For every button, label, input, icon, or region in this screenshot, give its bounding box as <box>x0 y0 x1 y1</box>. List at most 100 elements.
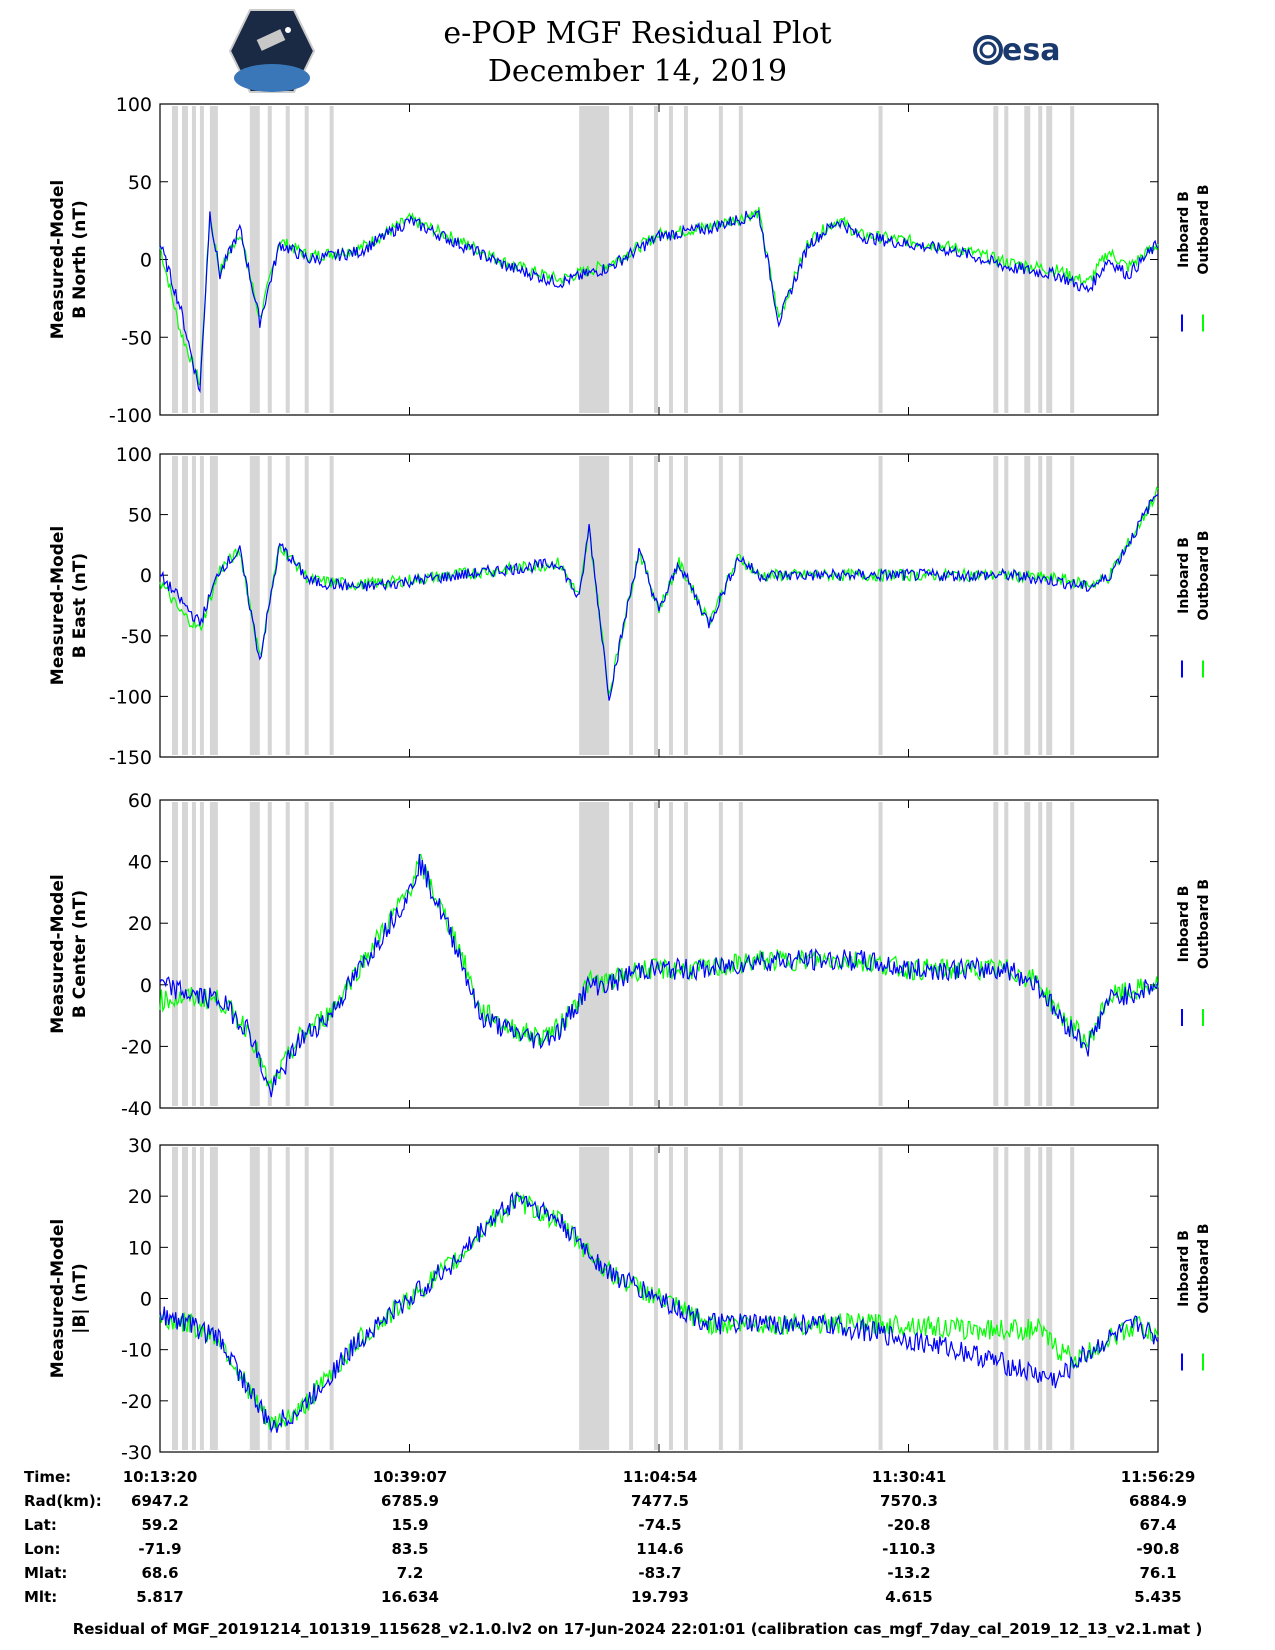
info-row-value: -20.8 <box>887 1516 931 1534</box>
y-axis-label: B East (nT) <box>70 553 90 658</box>
y-tick-label: 20 <box>128 1186 152 1208</box>
esa-logo-text: esa <box>1002 33 1060 68</box>
data-gap-band <box>1046 106 1053 413</box>
data-gap-band <box>1024 456 1031 755</box>
y-tick-label: 100 <box>116 444 152 466</box>
info-row-value: 5.817 <box>136 1588 184 1606</box>
data-gap-band <box>191 456 196 755</box>
data-gap-band <box>1046 456 1053 755</box>
data-gap-band <box>1070 106 1075 413</box>
orbit-info-table: Time: 10:13:20 10:39:07 11:04:54 11:30:41 11:… <box>0 1468 1275 1618</box>
data-gap-band <box>199 802 204 1106</box>
info-row-value: 11:56:29 <box>1120 1468 1196 1486</box>
data-gap-band <box>285 106 290 413</box>
data-gap-band <box>1004 456 1009 755</box>
data-gap-band <box>878 1147 883 1450</box>
data-gap-band <box>199 106 204 413</box>
legend-outboard-label: Outboard B <box>1196 879 1212 969</box>
data-gap-band <box>249 456 260 755</box>
data-gap-band <box>1038 1147 1043 1450</box>
data-gap-band <box>199 1147 204 1450</box>
data-gap-band <box>191 1147 196 1450</box>
data-gap-band <box>993 802 999 1106</box>
info-row-value: 5.435 <box>1134 1588 1182 1606</box>
data-gap-band <box>1070 456 1075 755</box>
data-gap-band <box>329 106 334 413</box>
series-outboard-line <box>159 1191 1159 1430</box>
y-tick-label: -20 <box>121 1036 152 1058</box>
data-gap-band <box>579 106 610 413</box>
data-gap-band <box>738 456 743 755</box>
y-tick-label: 30 <box>128 1135 152 1157</box>
y-axis-label: Measured-Model <box>48 1219 68 1378</box>
info-row-label: Lon: <box>24 1540 61 1558</box>
data-gap-band <box>1004 1147 1009 1450</box>
y-tick-label: -100 <box>109 686 152 708</box>
data-gap-band <box>738 106 743 413</box>
data-gap-band <box>304 1147 309 1450</box>
data-gap-band <box>579 1147 610 1450</box>
data-gap-band <box>304 456 309 755</box>
data-gap-band <box>629 802 634 1106</box>
data-gap-band <box>285 1147 290 1450</box>
legend-inboard-label: Inboard B <box>1176 1230 1192 1307</box>
data-gap-band <box>993 456 999 755</box>
data-gap-band <box>629 1147 634 1450</box>
info-row-value: 11:30:41 <box>871 1468 947 1486</box>
data-gap-band <box>668 106 673 413</box>
data-gap-band <box>654 802 659 1106</box>
data-gap-band <box>249 1147 260 1450</box>
y-axis-label: B North (nT) <box>70 200 90 319</box>
info-row-value: 10:13:20 <box>122 1468 198 1486</box>
data-gap-band <box>738 1147 743 1450</box>
data-gap-band <box>1038 106 1043 413</box>
y-tick-label: -100 <box>109 405 152 427</box>
data-gap-band <box>654 456 659 755</box>
data-gap-band <box>171 1147 178 1450</box>
data-gap-band <box>668 456 673 755</box>
footer-caption: Residual of MGF_20191214_101319_115628_v… <box>72 1620 1203 1638</box>
y-axis-label: Measured-Model <box>48 526 68 685</box>
y-tick-label: 10 <box>128 1237 152 1259</box>
info-row-label: Mlt: <box>24 1588 58 1606</box>
y-tick-label: -150 <box>109 747 152 769</box>
y-axis-label: Measured-Model <box>48 874 68 1033</box>
data-gap-band <box>718 1147 723 1450</box>
info-row-label: Rad(km): <box>24 1492 102 1510</box>
data-gap-band <box>878 802 883 1106</box>
data-gap-band <box>1046 1147 1053 1450</box>
data-gap-band <box>1038 802 1043 1106</box>
info-row-value: 67.4 <box>1139 1516 1177 1534</box>
data-gap-band <box>209 1147 218 1450</box>
info-row-value: 68.6 <box>141 1564 179 1582</box>
info-row-value: 6785.9 <box>381 1492 439 1510</box>
data-gap-band <box>718 106 723 413</box>
y-tick-label: 0 <box>140 975 152 997</box>
info-row-value: -83.7 <box>638 1564 682 1582</box>
data-gap-band <box>267 106 272 413</box>
data-gap-band <box>1070 1147 1075 1450</box>
info-row-value: 16.634 <box>381 1588 439 1606</box>
series-inboard-line <box>159 854 1159 1098</box>
info-row-value: 6884.9 <box>1129 1492 1187 1510</box>
data-gap-band <box>285 456 290 755</box>
y-tick-label: 50 <box>128 505 152 527</box>
info-row-value: 11:04:54 <box>622 1468 698 1486</box>
series-inboard-line <box>159 1191 1159 1434</box>
info-row-value: 7.2 <box>396 1564 424 1582</box>
series-outboard-line <box>159 207 1159 387</box>
y-tick-label: -50 <box>121 626 152 648</box>
data-gap-band <box>738 802 743 1106</box>
data-gap-band <box>1024 802 1031 1106</box>
data-gap-band <box>1038 456 1043 755</box>
info-row-value: 4.615 <box>885 1588 933 1606</box>
data-gap-band <box>683 1147 688 1450</box>
y-axis-label: Measured-Model <box>48 180 68 339</box>
data-gap-band <box>181 106 188 413</box>
data-gap-band <box>683 456 688 755</box>
y-tick-label: -40 <box>121 1098 152 1120</box>
y-tick-label: -20 <box>121 1391 152 1413</box>
info-row-value: 10:39:07 <box>372 1468 448 1486</box>
legend-outboard-label: Outboard B <box>1196 1223 1212 1313</box>
info-row-value: 19.793 <box>631 1588 689 1606</box>
